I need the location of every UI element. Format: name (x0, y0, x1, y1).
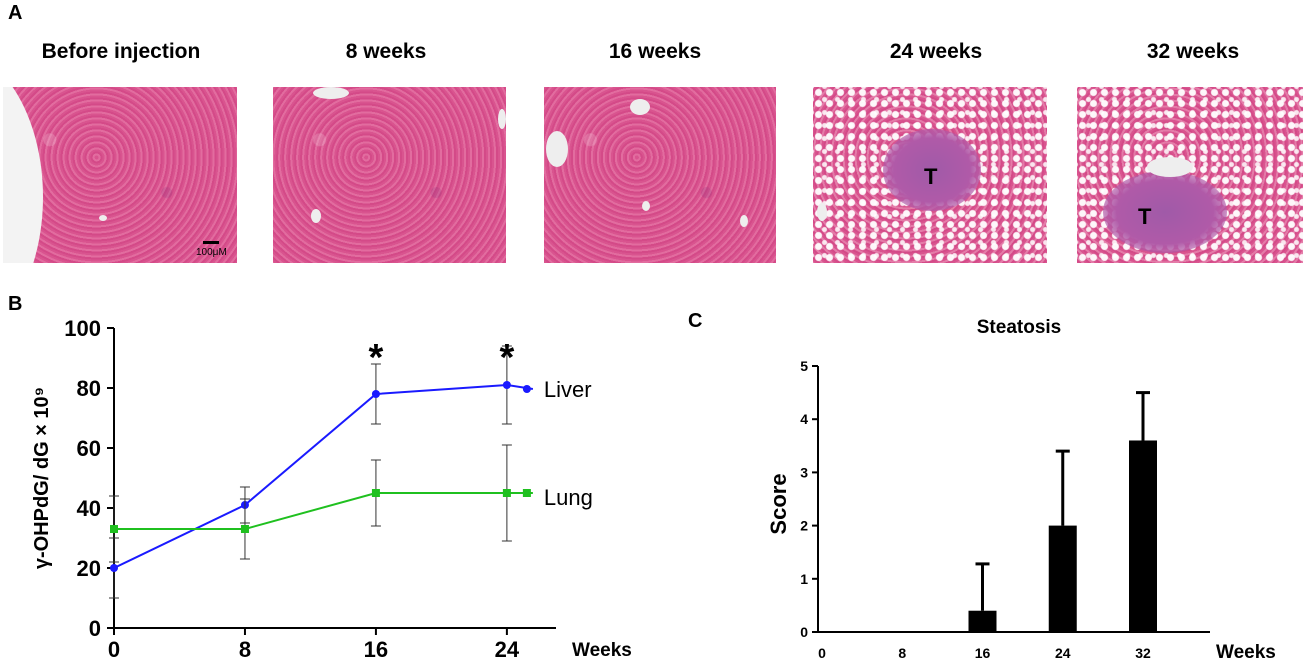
tumor-region (883, 129, 981, 211)
micrograph-24-weeks: T (813, 87, 1047, 263)
vessel (546, 131, 568, 167)
x-tick-label: 32 (1135, 645, 1151, 661)
legend-marker-lung (522, 489, 531, 497)
y-axis-label: γ-OHPdG/ dG × 10⁹ (31, 387, 53, 569)
y-tick-label: 0 (800, 624, 808, 640)
data-point-lung (371, 489, 380, 497)
series-line-lung (114, 492, 507, 530)
micrograph-16-weeks (544, 87, 776, 263)
scale-label: 100μM (196, 247, 227, 258)
bar (1129, 440, 1157, 632)
x-tick-label: 16 (975, 645, 991, 661)
x-tick-label: 24 (1055, 645, 1071, 661)
bar (1048, 525, 1077, 632)
significance-marker: * (369, 337, 384, 379)
y-tick-label: 1 (800, 571, 808, 587)
vessel (313, 87, 349, 99)
data-point-lung (110, 525, 118, 533)
x-axis-label: Weeks (572, 640, 632, 661)
significance-marker: * (499, 337, 514, 379)
y-tick-label: 100 (64, 316, 101, 341)
legend-label-liver: Liver (544, 377, 592, 402)
vessel (311, 209, 321, 223)
tumor-label: T (924, 164, 938, 189)
x-axis-label: Weeks (1216, 642, 1276, 663)
y-tick-label: 0 (89, 616, 101, 641)
series-line-liver (113, 384, 507, 569)
y-tick-label: 60 (77, 436, 101, 461)
x-tick-label: 8 (239, 637, 251, 662)
data-point-liver (371, 390, 380, 398)
vessel (498, 109, 506, 129)
vessel (642, 201, 650, 211)
legend-marker-liver (522, 385, 531, 393)
y-tick-label: 5 (800, 358, 808, 374)
legend-label-lung: Lung (544, 485, 593, 510)
vessel (99, 215, 107, 221)
y-axis-label: Score (766, 473, 791, 534)
x-tick-label: 0 (818, 645, 826, 661)
bar (968, 610, 997, 632)
y-tick-label: 3 (800, 464, 808, 480)
vessel (630, 99, 650, 115)
vessel (1147, 157, 1193, 177)
panel-label-b: B (8, 293, 23, 315)
y-tick-label: 20 (77, 556, 101, 581)
y-tick-label: 2 (800, 518, 808, 534)
micrograph-before-injection: 100μM (3, 87, 237, 263)
micrograph-title-32-weeks: 32 weeks (1146, 40, 1240, 63)
x-tick-label: 8 (898, 645, 906, 661)
y-tick-label: 4 (800, 411, 808, 427)
micrograph-title-before-injection: Before injection (41, 40, 201, 63)
y-tick-label: 40 (77, 496, 101, 521)
chart-title: Steatosis (977, 317, 1061, 338)
x-tick-label: 0 (108, 637, 120, 662)
scale-bar (203, 241, 219, 244)
micrograph-32-weeks: T (1077, 87, 1303, 263)
x-tick-label: 24 (495, 637, 520, 662)
data-point-liver (110, 564, 118, 572)
micrograph-8-weeks (273, 87, 506, 263)
vessel (817, 203, 827, 221)
micrograph-title-16-weeks: 16 weeks (608, 40, 702, 63)
tumor-label: T (1138, 204, 1152, 229)
micrograph-title-8-weeks: 8 weeks (345, 40, 427, 63)
y-tick-label: 80 (77, 376, 101, 401)
panel-label-a: A (8, 2, 23, 24)
x-tick-label: 16 (364, 637, 388, 662)
vessel (740, 215, 748, 227)
micrograph-title-24-weeks: 24 weeks (889, 40, 983, 63)
panel-label-c: C (688, 310, 703, 332)
data-point-lung (240, 525, 249, 533)
tumor-region (1103, 171, 1227, 253)
